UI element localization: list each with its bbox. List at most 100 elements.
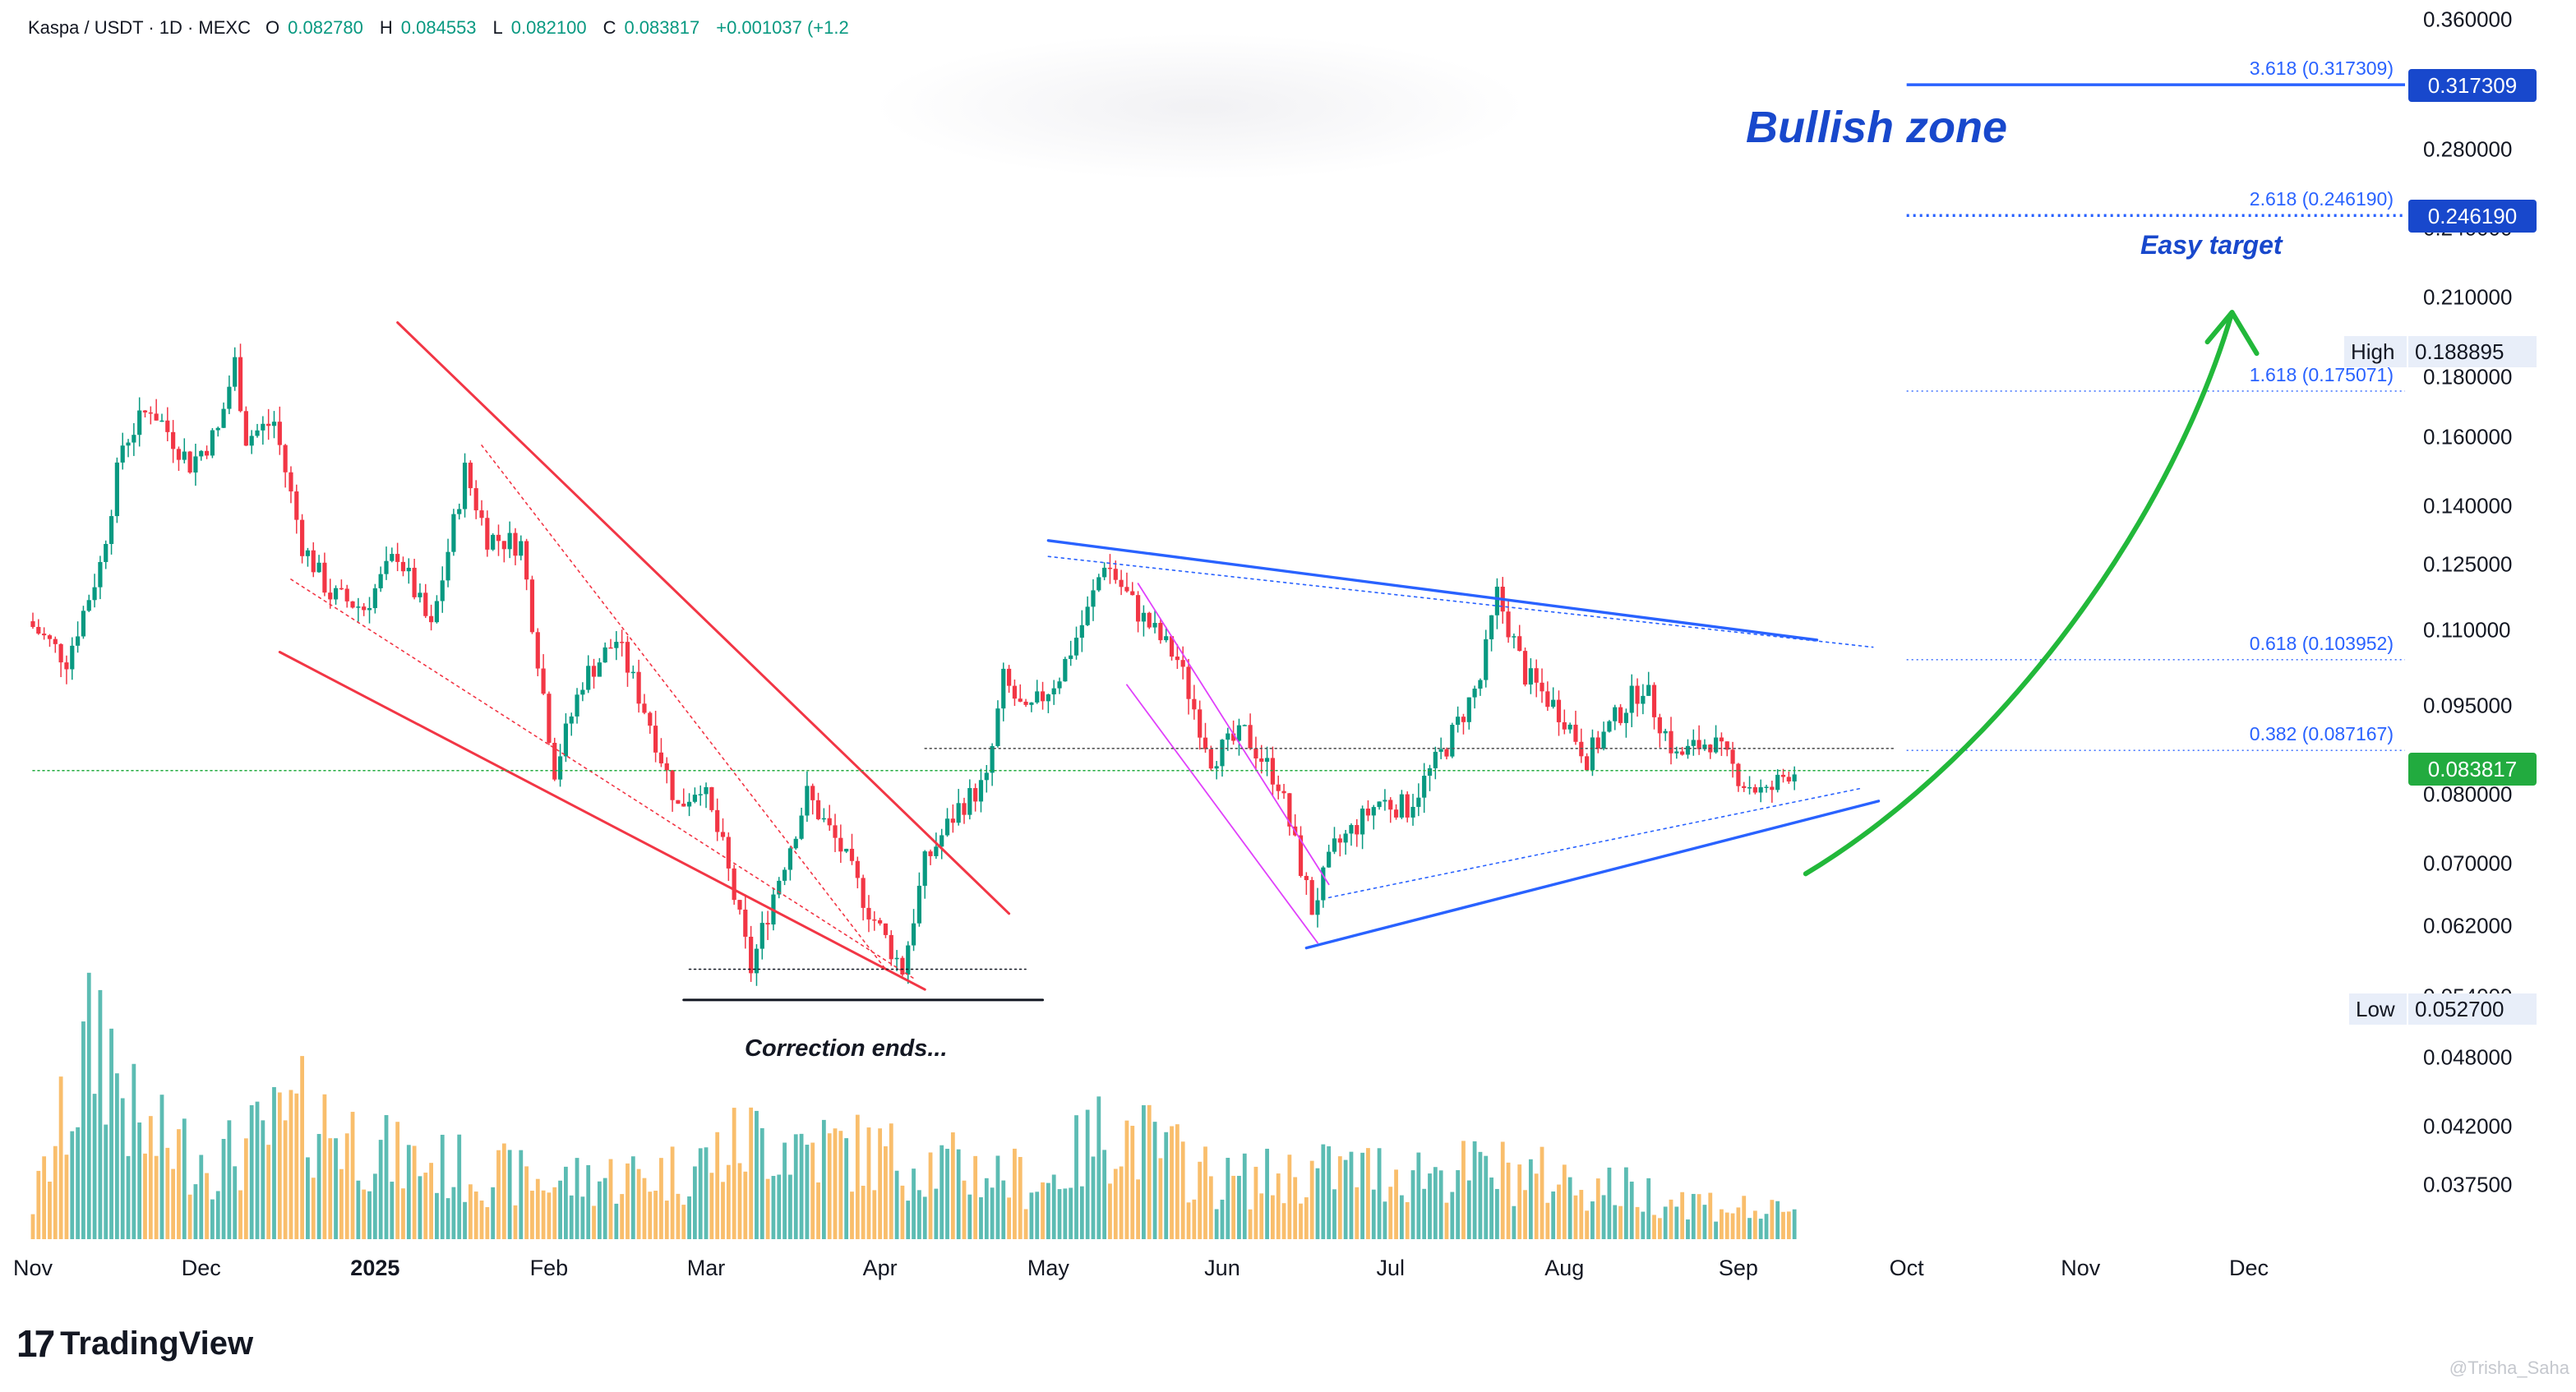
candle-body [137,410,142,436]
candle-body [372,588,377,609]
candle-body [215,427,220,431]
candle-body [1556,699,1562,722]
volume-bar [1349,1151,1354,1239]
candle-body [1135,595,1141,622]
volume-bar [956,1149,961,1239]
easy-target-label[interactable]: Easy target [2140,230,2283,260]
candle-body [277,422,282,445]
volume-bar [1786,1211,1791,1239]
candle-body [805,786,810,816]
volume-bar [917,1190,921,1239]
volume-bar [1170,1126,1174,1239]
candle-body [928,851,933,856]
candle-body [445,551,450,581]
candle-body [1113,569,1118,580]
candle-body [1562,721,1567,730]
red-dotted-inner-line [481,445,887,970]
volume-bar [1175,1124,1180,1239]
candle-body [142,410,148,413]
candle-body [698,794,703,795]
volume-bar [384,1115,389,1239]
volume-bar [1573,1195,1578,1239]
volume-bar [827,1133,832,1239]
candle-body [1147,612,1152,628]
candle-body [1450,725,1455,757]
volume-bar [36,1170,41,1239]
volume-bar [1579,1190,1584,1239]
tradingview-logo[interactable]: 17 TradingView [16,1321,253,1366]
candle-body [1573,724,1578,742]
correction-ends-label[interactable]: Correction ends... [745,1035,948,1062]
volume-bar [210,1199,215,1239]
fib-3618-price-tag: 0.317309 [2408,69,2537,102]
candle-body [1613,707,1618,721]
candle-body [108,516,114,544]
candle-body [602,647,607,663]
candle-body [1186,666,1191,699]
time-axis[interactable] [0,1241,2407,1298]
volume-bar [1770,1200,1775,1239]
symbol-label[interactable]: Kaspa / USDT · 1D · MEXC [28,17,251,38]
green-arrow-head [2204,310,2260,357]
volume-bar [120,1098,125,1239]
candle-body [962,803,967,815]
candle-body [1321,867,1326,901]
candle-body [339,588,344,590]
volume-bar [586,1164,591,1239]
bullish-zone-label[interactable]: Bullish zone [1746,103,2008,152]
volume-bar [457,1134,462,1239]
volume-bar [648,1191,653,1239]
candle-body [305,550,311,556]
candle-body [1433,751,1438,768]
candle-body [547,694,552,744]
volume-bar [463,1201,467,1239]
candle-body [1079,625,1084,638]
volume-bar [1220,1199,1225,1239]
volume-bar [182,1118,187,1239]
volume-bar [1456,1170,1461,1239]
volume-bar [855,1114,860,1239]
candle-body [709,786,714,810]
volume-bar [1388,1187,1393,1239]
volume-bar [1433,1167,1438,1239]
candle-body [406,567,411,572]
volume-bar [104,1124,108,1239]
candle-body [1724,741,1729,750]
volume-bar [401,1188,405,1239]
volume-bar [412,1145,417,1239]
candle-body [418,592,422,597]
candle-body [855,860,860,878]
candle-body [1164,636,1169,641]
candle-body [1057,681,1062,689]
candle-body [934,846,939,856]
volume-bar [945,1149,949,1239]
volume-bar [906,1201,911,1239]
volume-bar [1764,1214,1769,1239]
candle-body [939,835,944,847]
volume-bar [1618,1205,1623,1239]
candle-body [1651,684,1657,717]
candle-body [1702,744,1707,749]
volume-bar [114,1073,119,1239]
volume-bar [1142,1105,1146,1239]
candle-body [737,900,742,910]
candle-body [1270,758,1275,785]
volume-bar [1646,1178,1651,1239]
high-key: H [379,17,393,38]
volume-bar [451,1187,456,1239]
candle-body [210,430,215,456]
candle-body [1585,756,1590,771]
candle-body [1680,751,1685,755]
low-value: 0.082100 [510,17,587,38]
volume-bar [58,1076,63,1239]
volume-bar [732,1108,736,1239]
candle-body [653,726,658,753]
volume-bar [243,1138,248,1239]
candle-body [620,642,625,643]
candle-body [204,450,210,456]
candle-body [1747,787,1752,789]
candle-body [1438,749,1443,752]
candle-body [1713,737,1719,753]
